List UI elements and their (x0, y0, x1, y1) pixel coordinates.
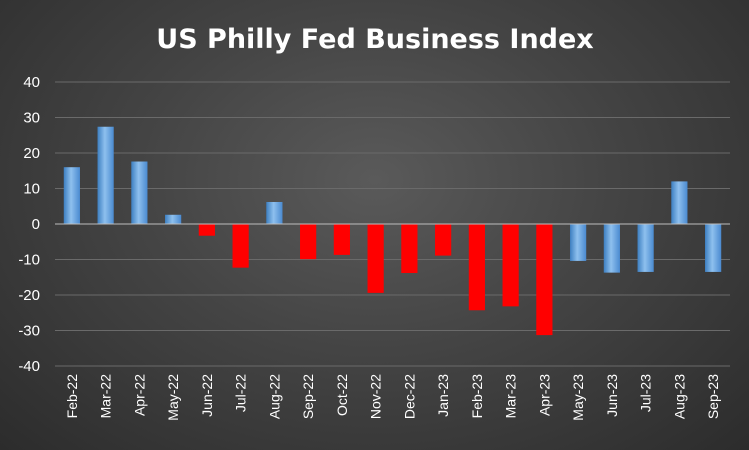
y-tick-label: 30 (23, 110, 40, 127)
x-tick-label: Sep-22 (300, 374, 316, 419)
bar-mar-22 (97, 126, 114, 224)
bar-feb-23 (468, 224, 485, 311)
bar-jul-22 (232, 224, 249, 268)
bar-aug-22 (266, 201, 283, 224)
x-tick-label: Aug-22 (266, 374, 282, 419)
bar-mar-23 (502, 224, 519, 307)
y-tick-label: 0 (32, 216, 40, 233)
bar-sep-22 (300, 224, 317, 260)
y-tick-label: -30 (18, 323, 40, 340)
y-tick-label: -10 (18, 252, 40, 269)
bar-jul-23 (637, 224, 654, 272)
x-tick-label: Jul-23 (638, 374, 654, 412)
x-tick-label: Oct-22 (334, 374, 350, 416)
bar-apr-22 (131, 161, 148, 224)
chart-title: US Philly Fed Business Index (156, 24, 593, 55)
x-tick-label: Jul-22 (233, 374, 249, 412)
x-tick-label: Jan-23 (435, 374, 451, 417)
x-tick-label: Mar-23 (503, 374, 519, 419)
x-tick-label: Apr-22 (131, 374, 147, 416)
bar-jan-23 (435, 224, 452, 256)
x-tick-label: Mar-22 (98, 374, 114, 419)
bar-dec-22 (401, 224, 418, 273)
gridlines (55, 81, 730, 367)
y-tick-label: 20 (23, 145, 40, 162)
x-tick-label: Jun-23 (604, 374, 620, 417)
x-tick-label: Nov-22 (368, 374, 384, 419)
bar-may-23 (570, 224, 587, 261)
x-tick-label: Feb-23 (469, 374, 485, 419)
bars (63, 126, 722, 336)
bar-may-22 (165, 214, 182, 224)
y-tick-label: 10 (23, 181, 40, 198)
bar-oct-22 (333, 224, 350, 255)
y-tick-label: -40 (18, 358, 40, 375)
bar-feb-22 (63, 167, 80, 224)
x-tick-label: Aug-23 (671, 374, 687, 419)
x-tick-label: Sep-23 (705, 374, 721, 419)
bar-apr-23 (536, 224, 553, 336)
bar-jun-23 (603, 224, 620, 273)
bar-aug-23 (671, 181, 688, 224)
x-tick-label: May-22 (165, 374, 181, 421)
x-tick-label: May-23 (570, 374, 586, 421)
bar-jun-22 (198, 224, 215, 236)
x-tick-label: Feb-22 (64, 374, 80, 419)
x-tick-label: Jun-22 (199, 374, 215, 417)
y-tick-label: 40 (23, 74, 40, 91)
bar-nov-22 (367, 224, 384, 293)
bar-sep-23 (705, 224, 722, 272)
x-tick-label: Dec-22 (401, 374, 417, 419)
x-tick-label: Apr-23 (536, 374, 552, 416)
x-axis-tick-labels: Feb-22 Mar-22 Apr-22 May-22 Jun-22 Jul-22 Aug-… (64, 374, 721, 421)
y-tick-label: -20 (18, 287, 40, 304)
y-axis-tick-labels: 40 30 20 10 0 -10 -20 -30 -40 (18, 74, 40, 375)
